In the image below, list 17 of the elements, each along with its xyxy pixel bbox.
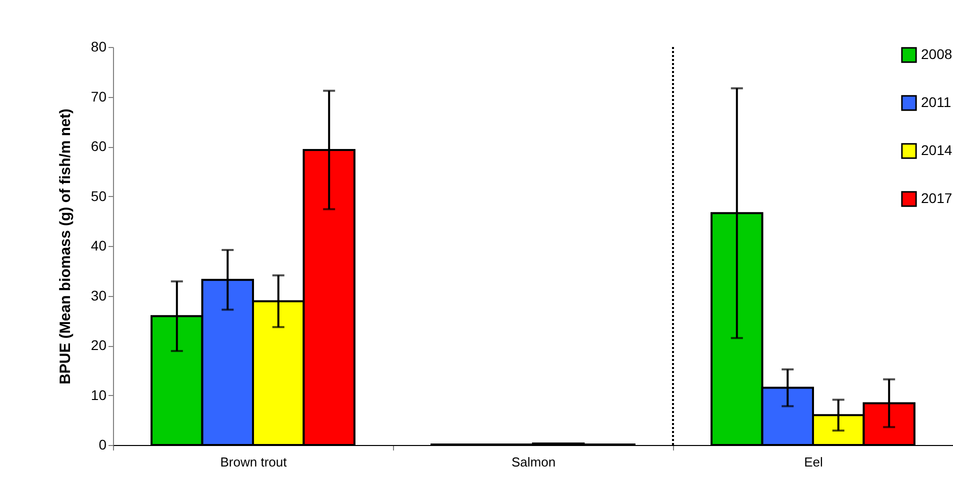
y-tick-label: 40 [90, 238, 107, 254]
legend-label: 2011 [921, 94, 952, 110]
x-tick-label: Salmon [511, 454, 556, 470]
y-tick-label: 30 [90, 287, 107, 304]
x-tick-label: Eel [804, 454, 823, 470]
y-tick-label: 0 [98, 436, 107, 452]
legend-label: 2014 [921, 142, 952, 158]
y-tick-label: 20 [90, 337, 107, 353]
y-tick-label: 10 [90, 386, 107, 403]
y-tick-label: 50 [90, 188, 107, 204]
y-tick-label: 80 [90, 38, 107, 54]
x-tick-label: Brown trout [220, 454, 288, 470]
legend-label: 2017 [921, 190, 952, 206]
y-tick-label: 60 [90, 138, 107, 154]
y-axis-title: BPUE (Mean biomass (g) of fish/m net) [56, 108, 74, 384]
y-tick-label: 70 [90, 88, 107, 104]
legend-label: 2008 [921, 46, 952, 62]
